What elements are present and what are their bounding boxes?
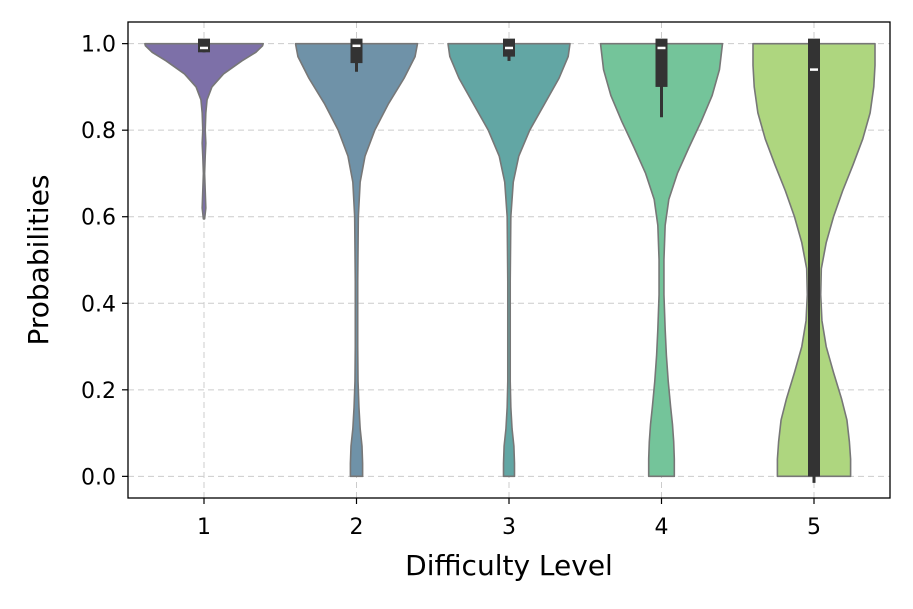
y-tick-label: 1.0 [81,33,116,58]
violin-body [144,42,264,220]
violin-4 [599,38,724,478]
violins [144,38,876,483]
violin-box [655,38,668,87]
violin-5 [752,38,876,483]
x-tick-label: 4 [655,515,669,540]
x-tick-label: 1 [197,515,211,540]
y-tick-label: 0.4 [81,292,116,317]
y-tick-label: 0.2 [81,379,116,404]
y-axis-title: Probabilities [22,174,55,345]
violin-body [599,42,724,478]
violin-box [350,38,363,64]
y-axis: 0.0 0.2 0.4 0.6 0.8 1.0 [81,33,128,490]
violin-body [294,42,419,478]
violin-2 [294,38,419,478]
x-axis-title: Difficulty Level [405,549,613,582]
x-tick-label: 2 [350,515,364,540]
x-tick-label: 3 [502,515,516,540]
violin-body [447,42,571,478]
x-tick-label: 5 [807,515,821,540]
violin-box [198,38,210,53]
y-tick-label: 0.8 [81,119,116,144]
violin-3 [447,38,571,478]
y-tick-label: 0.6 [81,206,116,231]
x-axis: 1 2 3 4 5 [197,498,821,540]
violin-1 [144,38,264,220]
violin-box [808,38,820,477]
y-tick-label: 0.0 [81,465,116,490]
